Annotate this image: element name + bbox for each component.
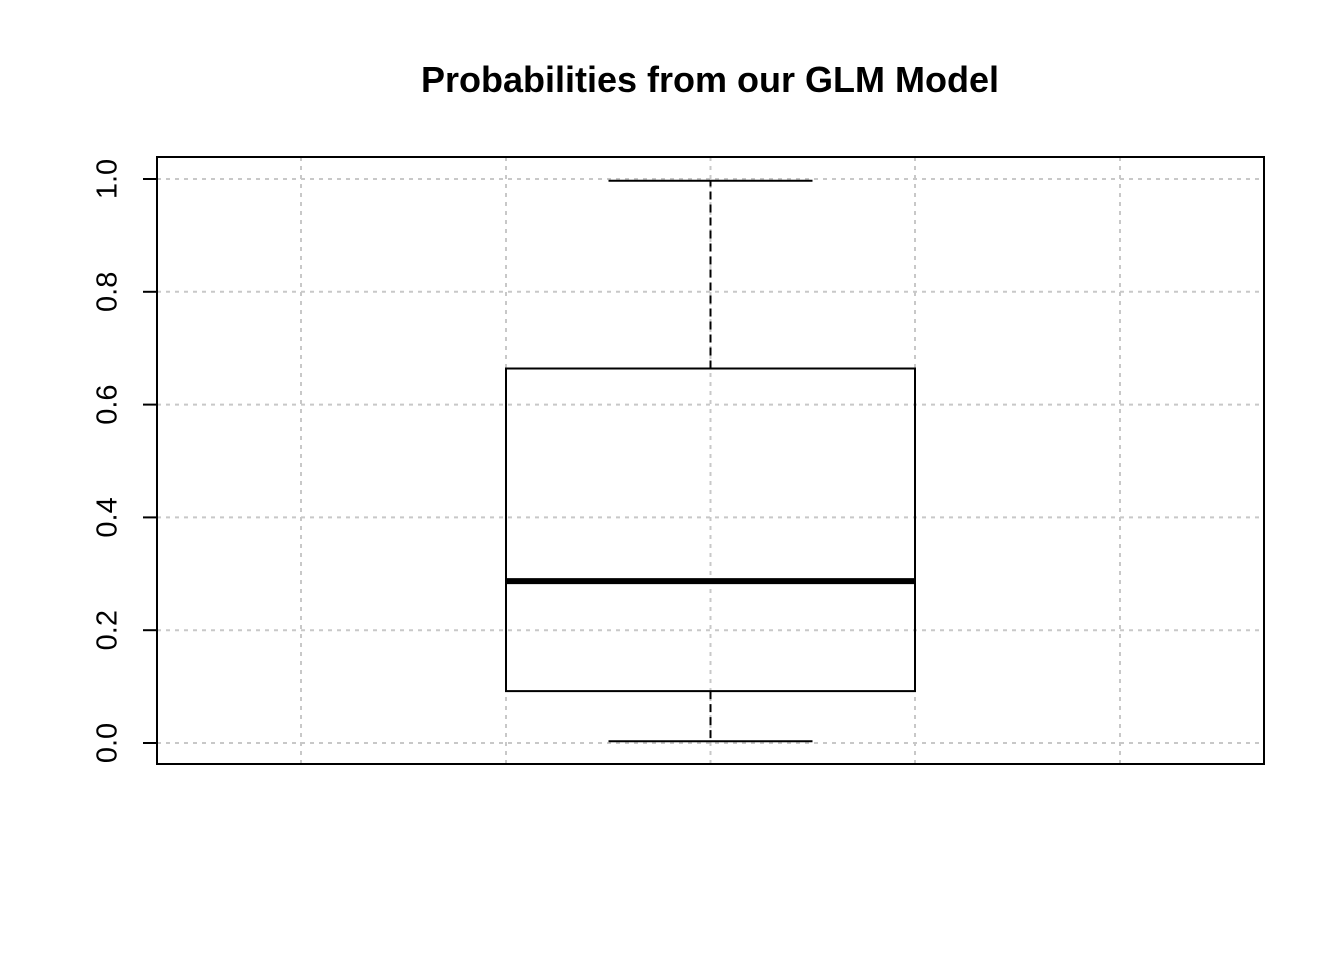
boxplot [505, 179, 916, 743]
y-tick-label-0: 0.0 [92, 723, 124, 763]
y-tick-label-2: 0.4 [92, 497, 124, 537]
y-axis: 0.0 0.2 0.4 0.6 0.8 1.0 [92, 159, 158, 763]
chart-title: Probabilities from our GLM Model [421, 59, 999, 100]
y-tick-label-5: 1.0 [92, 159, 124, 199]
y-tick-label-3: 0.6 [92, 384, 124, 424]
y-tick-label-1: 0.2 [92, 610, 124, 650]
y-tick-label-4: 0.8 [92, 272, 124, 312]
iqr-box [505, 367, 916, 693]
